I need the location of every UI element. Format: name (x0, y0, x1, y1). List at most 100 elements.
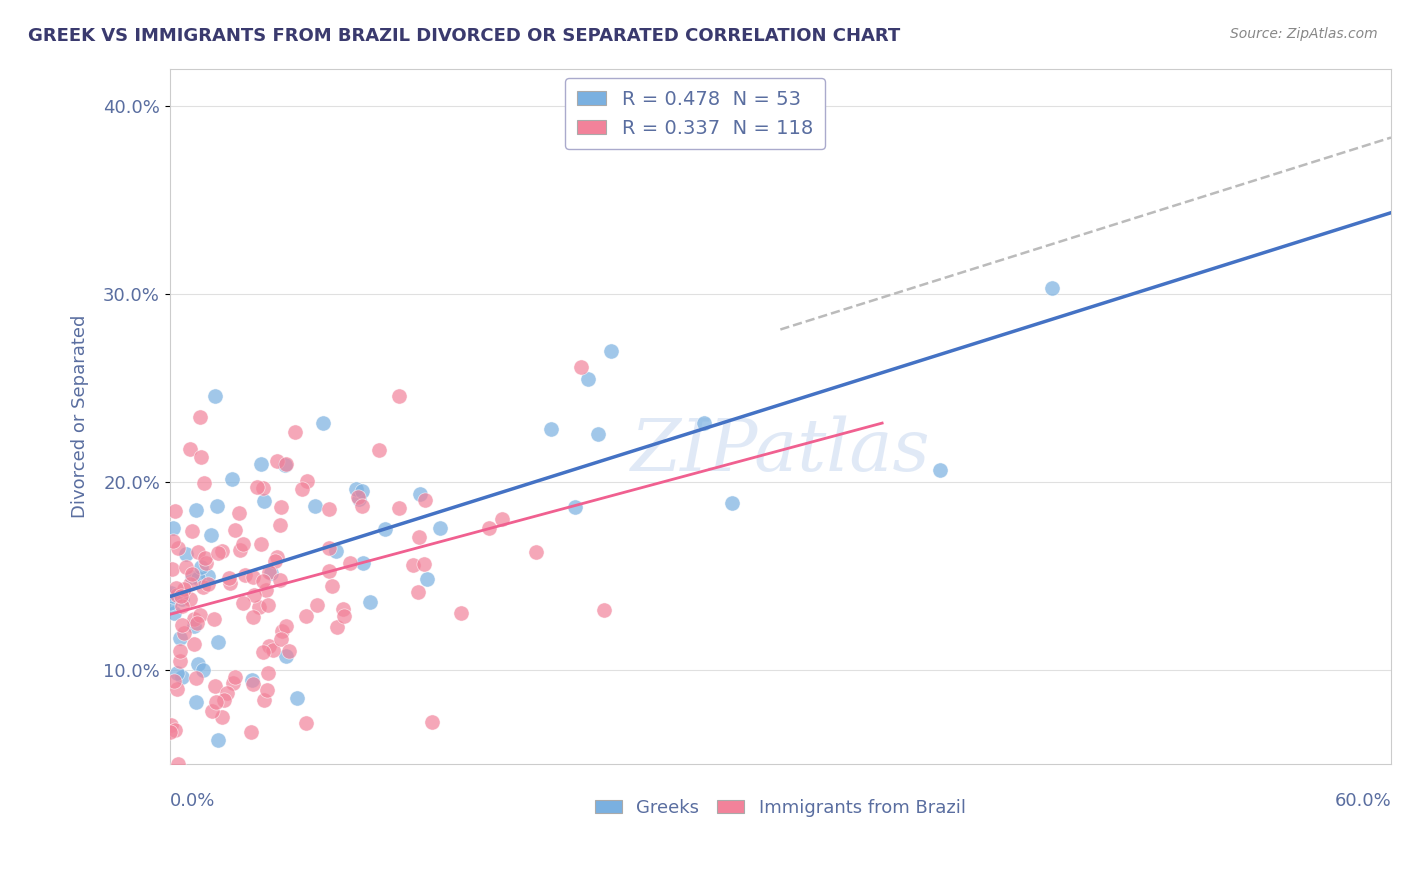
Point (352, 484, 374, 499)
Point (246, 480, 269, 494)
Point (285, 691, 308, 706)
Point (167, 756, 190, 771)
Point (929, 463, 952, 477)
Point (412, 558, 434, 572)
Point (193, 663, 215, 677)
Point (202, 612, 225, 626)
Point (166, 681, 188, 696)
Point (350, 499, 373, 513)
Point (183, 611, 205, 625)
Point (276, 619, 298, 633)
Point (170, 589, 193, 603)
Point (163, 673, 186, 688)
Point (179, 576, 201, 591)
Point (193, 551, 215, 566)
Point (218, 576, 240, 591)
Point (247, 600, 270, 615)
Point (193, 476, 215, 491)
Point (239, 724, 262, 739)
Point (169, 632, 191, 646)
Point (262, 642, 284, 657)
Point (359, 595, 381, 609)
Point (294, 715, 316, 730)
Point (191, 580, 214, 594)
Point (257, 639, 280, 653)
Point (179, 442, 201, 456)
Point (264, 554, 287, 568)
Point (344, 482, 367, 496)
Point (307, 598, 329, 612)
Point (1040, 281, 1063, 295)
Point (187, 657, 209, 671)
Point (183, 637, 205, 651)
Point (409, 487, 432, 501)
Point (167, 541, 190, 555)
Y-axis label: Divorced or Separated: Divorced or Separated (72, 315, 89, 518)
Point (274, 649, 297, 664)
Point (163, 504, 186, 518)
Point (188, 608, 211, 623)
Point (166, 665, 188, 680)
Point (197, 576, 219, 591)
Point (252, 574, 274, 589)
Point (240, 673, 263, 687)
Point (242, 570, 264, 584)
Point (333, 609, 356, 624)
Point (160, 718, 183, 732)
Point (173, 626, 195, 640)
Point (478, 521, 501, 535)
Text: GREEK VS IMMIGRANTS FROM BRAZIL DIVORCED OR SEPARATED CORRELATION CHART: GREEK VS IMMIGRANTS FROM BRAZIL DIVORCED… (28, 27, 900, 45)
Point (250, 457, 273, 471)
Point (186, 695, 208, 709)
Point (162, 533, 184, 548)
Point (242, 677, 264, 691)
Point (181, 566, 204, 581)
Point (229, 543, 252, 558)
Point (232, 596, 254, 610)
Point (257, 598, 280, 612)
Point (318, 502, 340, 516)
Point (491, 512, 513, 526)
Point (374, 522, 396, 536)
Point (195, 556, 218, 570)
Point (526, 545, 548, 559)
Point (368, 443, 391, 458)
Point (163, 606, 186, 620)
Point (564, 500, 586, 514)
Point (450, 607, 472, 621)
Point (224, 523, 246, 537)
Point (304, 500, 326, 514)
Point (266, 549, 288, 564)
Point (260, 566, 283, 580)
Point (256, 683, 278, 698)
Point (232, 537, 254, 551)
Point (270, 632, 292, 646)
Point (186, 671, 208, 685)
Point (183, 619, 205, 633)
Point (540, 422, 562, 436)
Point (352, 556, 374, 570)
Point (162, 521, 184, 535)
Point (222, 676, 245, 690)
Point (173, 582, 195, 596)
Point (174, 559, 197, 574)
Point (257, 665, 280, 680)
Point (224, 670, 246, 684)
Point (172, 591, 194, 606)
Point (170, 670, 193, 684)
Point (284, 425, 307, 440)
Point (186, 502, 208, 516)
Point (257, 566, 280, 580)
Point (388, 500, 411, 515)
Point (186, 616, 208, 631)
Point (218, 571, 240, 585)
Point (339, 556, 361, 570)
Point (321, 579, 343, 593)
Point (420, 714, 443, 729)
Point (326, 620, 349, 634)
Point (274, 457, 297, 471)
Point (166, 588, 188, 602)
Point (243, 588, 266, 602)
Point (274, 458, 297, 472)
Point (413, 493, 436, 508)
